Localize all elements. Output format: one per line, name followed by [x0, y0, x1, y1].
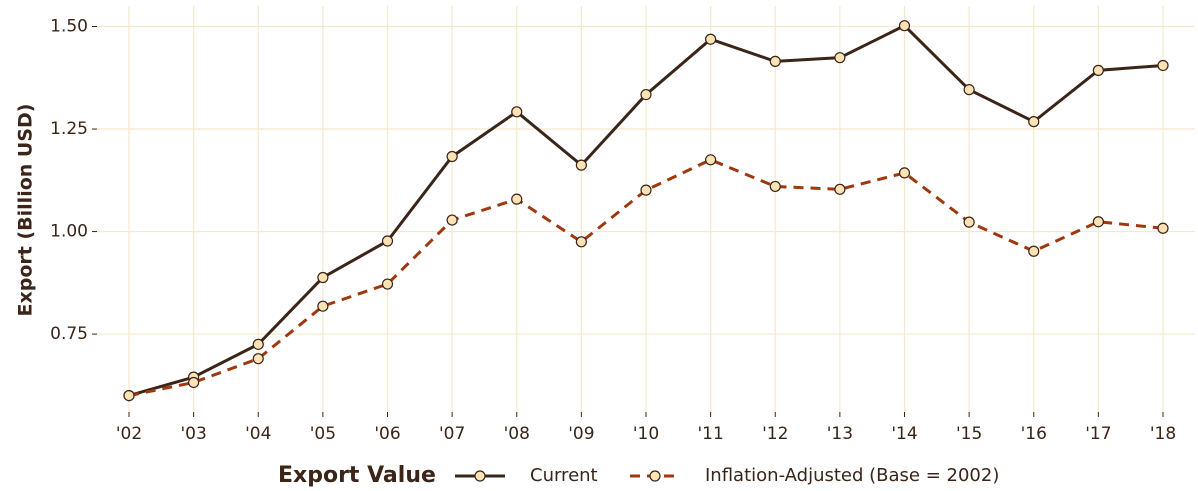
- x-tick-label: '14: [891, 424, 917, 444]
- marker: [834, 183, 846, 195]
- marker: [898, 20, 911, 32]
- legend-marker: [649, 470, 661, 482]
- y-tick-label: 0.75: [50, 324, 88, 344]
- marker: [317, 271, 329, 284]
- marker: [769, 180, 781, 193]
- x-tick-label: '13: [827, 424, 853, 444]
- x-tick-label: '08: [504, 424, 530, 444]
- marker: [640, 88, 652, 101]
- marker: [188, 376, 200, 389]
- marker: [123, 389, 135, 402]
- marker: [1157, 59, 1169, 72]
- marker: [252, 338, 264, 350]
- marker: [381, 235, 394, 247]
- marker: [511, 106, 523, 118]
- marker: [898, 167, 911, 179]
- x-tick-label: '05: [310, 424, 336, 444]
- marker: [963, 216, 975, 228]
- marker: [252, 353, 264, 365]
- x-tick-label: '16: [1021, 424, 1047, 444]
- x-tick-label: '11: [697, 424, 723, 444]
- legend-label: Inflation-Adjusted (Base = 2002): [705, 465, 999, 486]
- marker: [317, 300, 329, 312]
- x-tick-label: '18: [1150, 424, 1176, 444]
- legend-marker: [474, 470, 486, 482]
- marker: [381, 278, 394, 290]
- marker: [1028, 116, 1040, 128]
- y-axis-title: Export (Billion USD): [15, 104, 37, 317]
- marker: [575, 159, 587, 171]
- x-tick-label: '09: [568, 424, 594, 444]
- x-tick-label: '07: [439, 424, 465, 444]
- legend-label: Current: [530, 465, 598, 486]
- marker: [575, 236, 587, 248]
- x-tick-label: '17: [1085, 424, 1111, 444]
- marker: [640, 184, 652, 196]
- series-line: [128, 158, 1164, 398]
- marker: [1157, 222, 1169, 234]
- x-tick-label: '06: [374, 424, 400, 444]
- marker: [705, 154, 717, 166]
- marker: [705, 33, 717, 45]
- marker: [446, 150, 458, 163]
- y-tick-label: 1.00: [50, 222, 88, 242]
- y-tick-label: 1.50: [50, 17, 88, 37]
- marker: [511, 193, 523, 205]
- marker: [769, 55, 781, 67]
- x-tick-label: '03: [180, 424, 206, 444]
- x-tick-label: '04: [245, 424, 271, 444]
- legend-title: Export Value: [278, 463, 436, 488]
- marker: [1092, 64, 1104, 76]
- marker: [1092, 216, 1104, 228]
- marker: [963, 84, 975, 96]
- marker: [834, 52, 846, 64]
- y-tick-label: 1.25: [50, 119, 88, 139]
- marker: [1028, 245, 1040, 257]
- x-tick-label: '10: [633, 424, 659, 444]
- x-tick-label: '02: [116, 424, 142, 444]
- marker: [446, 214, 458, 226]
- x-tick-label: '15: [956, 424, 982, 444]
- x-tick-label: '12: [762, 424, 788, 444]
